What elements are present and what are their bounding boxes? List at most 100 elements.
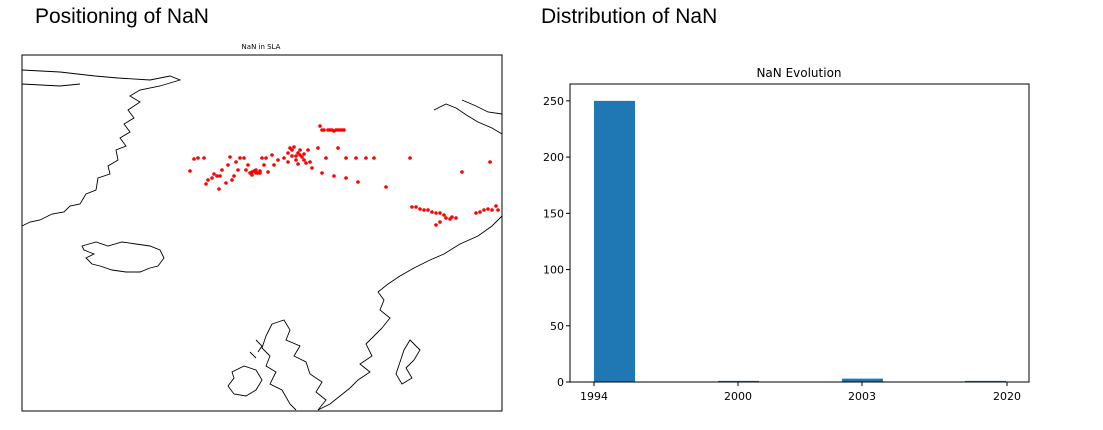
nan-point	[302, 152, 306, 156]
y-axis: 0 50 100 150 200 250	[543, 95, 570, 389]
svalbard-coastline	[433, 99, 503, 135]
nan-point	[356, 180, 360, 184]
map-title: NaN in SLA	[242, 43, 281, 51]
nan-point	[336, 146, 340, 150]
nan-point	[294, 154, 298, 158]
nan-point	[196, 156, 200, 160]
nan-point	[260, 156, 264, 160]
x-tick-label: 1994	[580, 390, 608, 403]
nan-point	[434, 211, 438, 215]
x-tick-label: 2003	[848, 390, 876, 403]
nan-point	[426, 208, 430, 212]
y-tick-label: 250	[543, 95, 564, 108]
nan-point	[242, 156, 246, 160]
nan-point	[298, 153, 302, 157]
nan-point	[294, 158, 298, 162]
nan-point	[332, 174, 336, 178]
nan-point	[442, 213, 446, 217]
nan-point	[264, 156, 268, 160]
y-tick-label: 100	[543, 264, 564, 277]
nan-point	[310, 166, 314, 170]
nan-point	[418, 207, 422, 211]
norway-coastline	[317, 215, 503, 411]
nan-point	[486, 207, 490, 211]
nan-point	[306, 148, 310, 152]
x-axis: 1994 2000 2003 2020	[580, 382, 1021, 403]
nan-point	[318, 124, 322, 128]
nan-point	[188, 169, 192, 173]
nan-point	[286, 151, 290, 155]
greenland-inlet	[21, 83, 81, 87]
nan-point	[246, 163, 250, 167]
nan-point	[410, 205, 414, 209]
nan-point	[478, 210, 482, 214]
y-tick-label: 50	[550, 320, 564, 333]
nan-point	[354, 156, 358, 160]
nan-point	[282, 156, 286, 160]
y-tick-label: 150	[543, 207, 564, 220]
nan-point	[276, 158, 280, 162]
nan-point	[494, 204, 498, 208]
histogram-bar	[718, 380, 759, 382]
nan-point	[226, 163, 230, 167]
histogram-bar	[842, 378, 883, 382]
nan-point	[302, 158, 306, 162]
nan-point	[228, 155, 232, 159]
y-tick-label: 0	[557, 376, 564, 389]
iceland-coastline	[81, 241, 165, 273]
nan-point	[454, 216, 458, 220]
nan-point	[482, 208, 486, 212]
nan-point	[450, 215, 454, 219]
nan-point	[422, 208, 426, 212]
nan-point	[254, 171, 258, 175]
nan-point	[262, 163, 266, 167]
denmark-coastline	[395, 339, 421, 385]
nan-point	[236, 168, 240, 172]
nan-point	[322, 128, 326, 132]
nan-point	[304, 161, 308, 165]
nan-point	[254, 168, 258, 172]
nan-point	[488, 160, 492, 164]
y-tick-label: 200	[543, 151, 564, 164]
map-frame	[21, 54, 503, 412]
nan-point	[212, 172, 216, 176]
nan-point	[344, 176, 348, 180]
britain-coastline	[261, 319, 327, 411]
nan-point	[430, 210, 434, 214]
nan-map-chart: NaN in SLA	[21, 43, 503, 412]
greenland-coastline	[21, 69, 182, 227]
nan-points	[188, 124, 500, 227]
positioning-heading: Positioning of NaN	[35, 5, 209, 28]
nan-point	[320, 171, 324, 175]
nan-point	[244, 168, 248, 172]
nan-point	[414, 205, 418, 209]
nan-point	[204, 182, 208, 186]
nan-point	[215, 174, 219, 178]
histogram-bar	[965, 380, 1006, 382]
nan-point	[496, 208, 500, 212]
nan-point	[324, 156, 328, 160]
nan-point	[296, 162, 300, 166]
nan-point	[434, 223, 438, 227]
x-tick-label: 2020	[993, 390, 1021, 403]
histogram-bars	[594, 100, 1006, 383]
nan-point	[316, 146, 320, 150]
nan-point	[220, 168, 224, 172]
nan-point	[210, 176, 214, 180]
nan-point	[438, 211, 442, 215]
histogram-title: NaN Evolution	[756, 66, 841, 80]
nan-point	[460, 170, 464, 174]
nan-point	[290, 154, 294, 158]
nan-point	[438, 220, 442, 224]
hebrides-coastline	[249, 339, 263, 359]
nan-point	[217, 187, 221, 191]
nan-point	[292, 145, 296, 149]
nan-point	[266, 170, 270, 174]
nan-point	[270, 153, 274, 157]
nan-point	[232, 174, 236, 178]
nan-point	[474, 211, 478, 215]
nan-point	[490, 208, 494, 212]
x-tick-label: 2000	[724, 390, 752, 403]
nan-point	[238, 156, 242, 160]
nan-point	[250, 173, 254, 177]
